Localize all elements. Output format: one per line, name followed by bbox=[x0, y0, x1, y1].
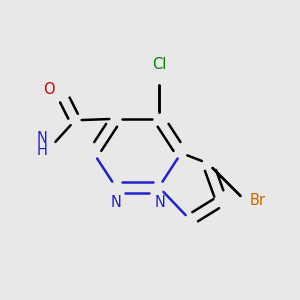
Text: O: O bbox=[43, 82, 54, 97]
Text: N: N bbox=[110, 195, 121, 210]
Text: Cl: Cl bbox=[152, 57, 166, 72]
Text: N: N bbox=[37, 130, 47, 146]
Text: H: H bbox=[37, 142, 47, 158]
Text: N: N bbox=[155, 195, 166, 210]
Text: Br: Br bbox=[250, 193, 266, 208]
